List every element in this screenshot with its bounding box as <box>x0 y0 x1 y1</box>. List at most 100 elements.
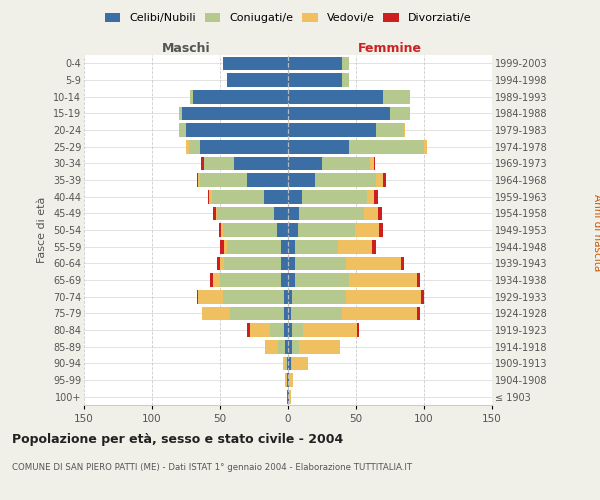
Bar <box>370 156 374 170</box>
Bar <box>289 373 293 387</box>
Bar <box>288 173 315 187</box>
Bar <box>216 206 217 220</box>
Bar <box>288 323 292 337</box>
Bar <box>211 273 213 287</box>
Text: Popolazione per età, sesso e stato civile - 2004: Popolazione per età, sesso e stato civil… <box>12 432 343 446</box>
Legend: Celibi/Nubili, Coniugati/e, Vedovi/e, Divorziati/e: Celibi/Nubili, Coniugati/e, Vedovi/e, Di… <box>100 8 476 28</box>
Bar <box>281 273 288 287</box>
Bar <box>281 240 288 254</box>
Bar <box>284 290 288 304</box>
Bar <box>283 356 285 370</box>
Bar <box>179 106 182 120</box>
Bar <box>221 223 223 237</box>
Bar <box>287 390 288 404</box>
Bar <box>288 290 292 304</box>
Bar <box>376 123 404 137</box>
Bar <box>223 56 288 70</box>
Bar <box>287 373 288 387</box>
Bar <box>421 290 424 304</box>
Bar <box>299 340 340 353</box>
Bar <box>288 106 390 120</box>
Bar <box>250 323 271 337</box>
Bar <box>291 356 292 370</box>
Bar <box>292 340 299 353</box>
Bar <box>213 273 220 287</box>
Bar <box>379 223 383 237</box>
Bar <box>383 90 410 104</box>
Bar <box>288 373 289 387</box>
Bar <box>378 206 382 220</box>
Bar <box>404 123 405 137</box>
Bar <box>383 173 386 187</box>
Bar <box>343 56 349 70</box>
Bar <box>200 140 288 153</box>
Bar <box>224 256 281 270</box>
Bar <box>292 290 346 304</box>
Bar <box>364 206 378 220</box>
Bar <box>220 273 281 287</box>
Bar <box>201 156 203 170</box>
Bar <box>417 273 420 287</box>
Bar <box>288 56 343 70</box>
Bar <box>193 90 288 104</box>
Bar <box>346 290 421 304</box>
Bar <box>247 323 250 337</box>
Bar <box>390 106 410 120</box>
Text: Femmine: Femmine <box>358 42 422 55</box>
Text: Anni di nascita: Anni di nascita <box>592 194 600 271</box>
Bar <box>289 390 291 404</box>
Bar <box>284 306 288 320</box>
Bar <box>197 173 198 187</box>
Bar <box>203 156 233 170</box>
Bar <box>197 290 198 304</box>
Bar <box>299 206 364 220</box>
Bar <box>343 73 349 87</box>
Bar <box>217 256 220 270</box>
Bar <box>288 73 343 87</box>
Bar <box>189 140 200 153</box>
Bar <box>278 340 285 353</box>
Bar <box>247 173 288 187</box>
Bar <box>315 173 376 187</box>
Bar <box>373 240 376 254</box>
Bar <box>223 223 277 237</box>
Bar <box>198 290 223 304</box>
Bar <box>190 90 193 104</box>
Bar <box>292 356 308 370</box>
Bar <box>285 373 287 387</box>
Bar <box>292 323 303 337</box>
Text: COMUNE DI SAN PIERO PATTI (ME) - Dati ISTAT 1° gennaio 2004 - Elaborazione TUTTI: COMUNE DI SAN PIERO PATTI (ME) - Dati IS… <box>12 462 412 471</box>
Bar <box>198 173 200 187</box>
Bar <box>288 390 289 404</box>
Bar <box>322 156 370 170</box>
Bar <box>288 223 298 237</box>
Bar <box>374 156 375 170</box>
Bar <box>288 90 383 104</box>
Bar <box>209 190 212 203</box>
Bar <box>202 306 230 320</box>
Bar <box>271 323 284 337</box>
Bar <box>288 340 292 353</box>
Bar <box>374 190 378 203</box>
Bar <box>224 240 227 254</box>
Bar <box>274 206 288 220</box>
Bar <box>288 256 295 270</box>
Bar <box>338 240 373 254</box>
Bar <box>186 123 288 137</box>
Bar <box>230 306 284 320</box>
Bar <box>288 206 299 220</box>
Y-axis label: Fasce di età: Fasce di età <box>37 197 47 263</box>
Bar <box>179 123 186 137</box>
Bar <box>212 190 263 203</box>
Bar <box>263 190 288 203</box>
Bar <box>220 256 224 270</box>
Bar <box>227 73 288 87</box>
Bar <box>217 206 274 220</box>
Bar <box>223 290 284 304</box>
Bar <box>288 123 376 137</box>
Bar <box>220 240 224 254</box>
Bar <box>302 190 367 203</box>
Bar <box>208 190 209 203</box>
Bar <box>182 106 288 120</box>
Bar <box>298 223 355 237</box>
